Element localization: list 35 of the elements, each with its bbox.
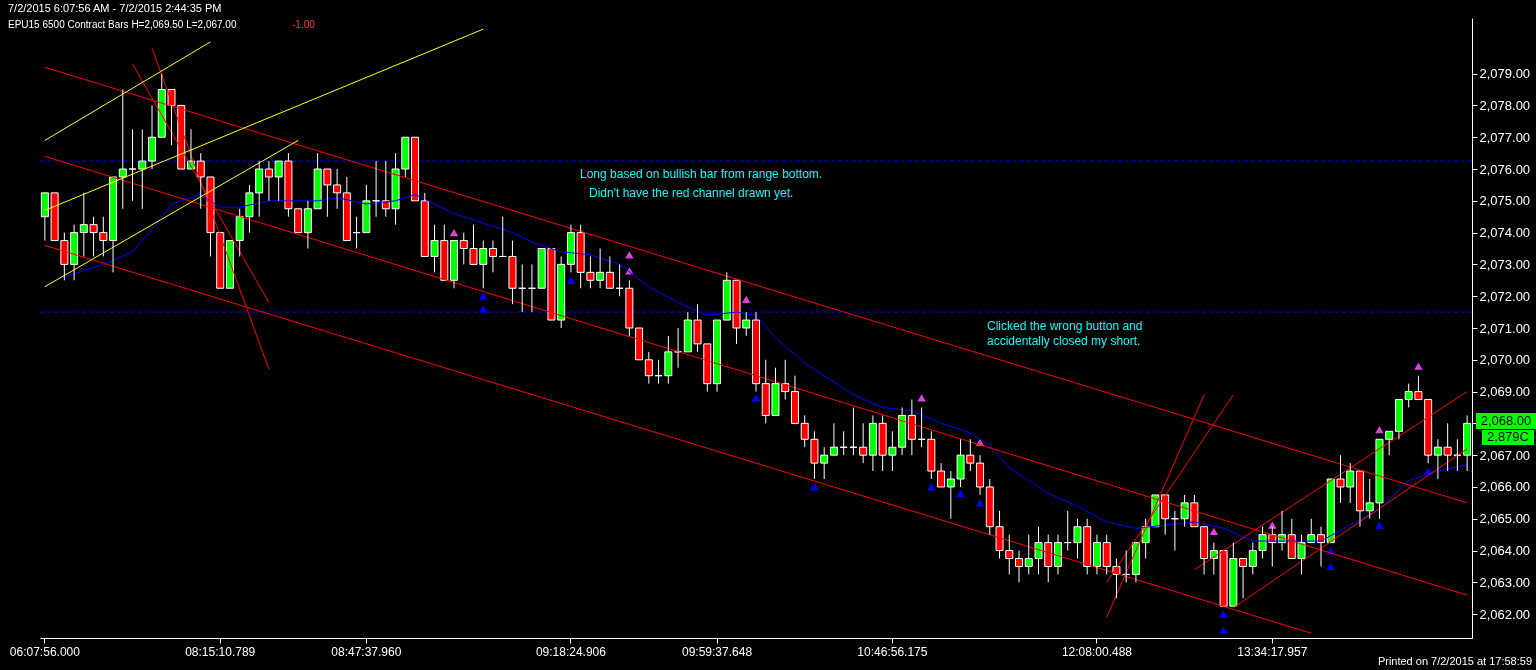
y-tick-label: 2,078.00 (1479, 97, 1531, 113)
y-tick-label: 2,066.00 (1479, 479, 1531, 495)
annotation: accidentally closed my short. (987, 334, 1141, 348)
x-tick-label: 12:08:00.488 (1061, 644, 1133, 659)
y-tick-label: 2,064.00 (1479, 543, 1531, 559)
annotation: -1.00 (292, 19, 316, 30)
y-tick-label: 2,079.00 (1479, 66, 1531, 82)
annotation: Clicked the wrong button and (987, 319, 1143, 333)
y-tick-label: 2,077.00 (1479, 129, 1531, 145)
x-tick-label: 13:34:17.957 (1237, 644, 1308, 659)
y-tick-label: 2,073.00 (1479, 256, 1531, 272)
y-tick-label: 2,063.00 (1479, 574, 1531, 590)
x-tick-label: 10:46:56.175 (857, 644, 928, 659)
text: 2,068.00 (1480, 413, 1532, 428)
y-tick-label: 2,067.00 (1479, 447, 1531, 463)
annotation: Long based on bullish bar from range bottom. (580, 167, 823, 181)
x-tick-label: 08:47:37.960 (331, 644, 402, 659)
y-tick-label: 2,062.00 (1479, 606, 1531, 622)
annotation: Didn't have the red channel drawn yet. (589, 186, 794, 200)
y-tick-label: 2,076.00 (1479, 161, 1531, 177)
y-tick-label: 2,074.00 (1479, 225, 1531, 241)
x-tick-label: 09:18:24.906 (535, 644, 607, 659)
y-tick-label: 2,065.00 (1479, 511, 1531, 527)
y-tick-label: 2,072.00 (1479, 288, 1531, 304)
y-tick-label: 2,069.00 (1479, 384, 1531, 400)
x-tick-label: 09:59:37.648 (681, 644, 753, 659)
y-tick-label: 2,071.00 (1479, 320, 1531, 336)
annotation: EPU15 6500 Contract Bars H=2,069.50 L=2,067.00 (8, 19, 237, 30)
y-tick-label: 2,070.00 (1479, 352, 1531, 368)
text: Printed on 7/2/2015 at 17:58:59 (1377, 655, 1532, 667)
chart-title: 7/2/2015 6:07:56 AM - 7/2/2015 2:44:35 PM (8, 2, 222, 14)
x-tick-label: 06:07:56.000 (9, 644, 81, 659)
text: 2,879C (1487, 429, 1529, 444)
x-tick-label: 08:15:10.789 (185, 644, 256, 659)
y-tick-label: 2,075.00 (1479, 193, 1531, 209)
